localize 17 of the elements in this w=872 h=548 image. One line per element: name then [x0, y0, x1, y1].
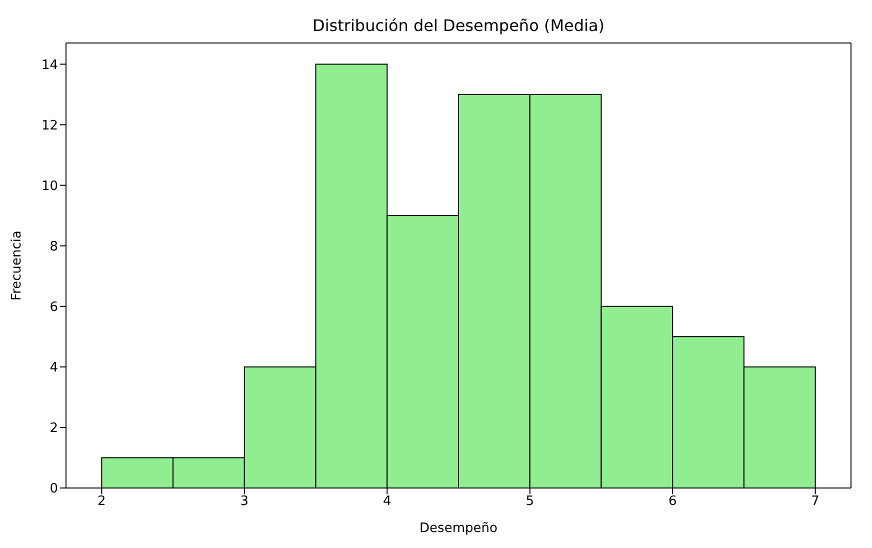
x-tick-label: 2	[98, 494, 106, 510]
y-tick-label: 14	[41, 58, 58, 73]
x-tick-label: 5	[526, 494, 534, 510]
x-tick-label: 6	[668, 494, 677, 510]
y-tick-label: 12	[41, 118, 58, 134]
y-tick-label: 0	[50, 482, 58, 497]
chart-title: Distribución del Desempeño (Media)	[312, 16, 606, 35]
x-tick-label: 3	[240, 494, 249, 510]
y-tick-label: 8	[50, 239, 58, 254]
y-tick-label: 10	[41, 178, 58, 194]
x-tick-label: 4	[382, 494, 392, 510]
y-tick-label: 2	[50, 421, 58, 436]
x-axis-title: Desempeño	[420, 521, 498, 536]
x-tick-label: 7	[811, 494, 820, 510]
y-axis-title: Frecuencia	[10, 230, 25, 300]
y-tick-label: 4	[50, 360, 58, 376]
y-tick-label: 6	[50, 300, 58, 315]
